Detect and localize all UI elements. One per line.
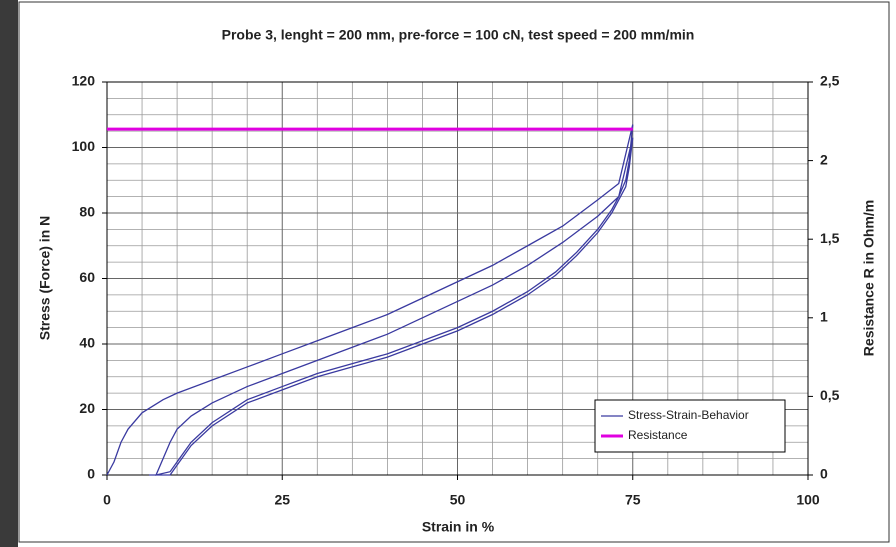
y2-tick-label: 1,5: [820, 230, 840, 246]
y2-tick-label: 1: [820, 309, 828, 325]
plot-border: [106, 81, 809, 476]
y-tick-label: 40: [79, 335, 95, 351]
y2-tick-label: 0: [820, 466, 828, 482]
y-tick-label: 80: [79, 204, 95, 220]
y2-axis-label: Resistance R in Ohm/m: [861, 200, 877, 356]
x-tick-label: 25: [274, 492, 290, 508]
series-line: [106, 124, 634, 476]
y2-tick-label: 2,5: [820, 73, 840, 89]
legend-label: Resistance: [628, 428, 688, 442]
x-tick-label: 0: [103, 492, 111, 508]
y-tick-label: 60: [79, 269, 95, 285]
y2-tick-label: 2: [820, 151, 828, 167]
left-edge: [0, 0, 18, 547]
y-tick-label: 20: [79, 400, 95, 416]
chart-title: Probe 3, lenght = 200 mm, pre-force = 10…: [222, 27, 695, 43]
legend: Stress-Strain-Behavior Resistance: [594, 399, 786, 453]
legend-box: [594, 399, 786, 453]
x-tick-label: 100: [796, 492, 820, 508]
y-tick-label: 100: [72, 138, 96, 154]
y2-tick-label: 0,5: [820, 387, 840, 403]
y-tick-label: 0: [87, 466, 95, 482]
y-tick-label: 120: [72, 73, 96, 89]
x-tick-label: 50: [450, 492, 466, 508]
x-axis-label: Strain in %: [422, 519, 495, 535]
legend-label: Stress-Strain-Behavior: [628, 408, 749, 422]
x-tick-label: 75: [625, 492, 641, 508]
y-axis-label: Stress (Force) in N: [37, 216, 53, 340]
